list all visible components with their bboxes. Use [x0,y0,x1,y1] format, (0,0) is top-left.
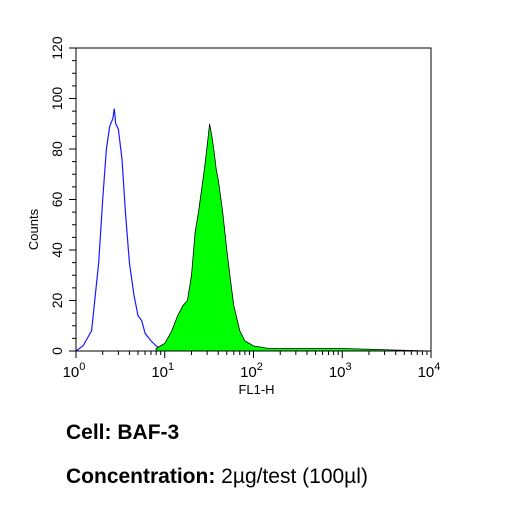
concentration-caption-label: Concentration: [66,465,216,488]
x-tick-label: 101 [151,361,174,381]
y-tick-label: 120 [49,36,65,60]
y-tick-label: 0 [49,347,65,355]
y-tick-label: 80 [49,141,65,157]
y-tick-label: 60 [49,192,65,208]
x-tick-label: 102 [240,361,263,381]
x-tick-exponent: 3 [346,361,352,373]
x-tick-exponent: 1 [168,361,174,373]
plot-area-frame [75,47,432,352]
series-1-outline-histogram [75,108,166,352]
x-tick-exponent: 0 [79,361,85,373]
concentration-caption-value: 2µg/test (100µl) [221,465,368,488]
x-tick-label: 103 [329,361,352,381]
cell-caption-label: Cell: [66,421,112,444]
x-tick-exponent: 2 [257,361,263,373]
y-tick-label: 20 [49,293,65,309]
plot-series [75,108,432,352]
cell-caption-value: BAF-3 [117,421,180,444]
y-tick-label: 40 [49,242,65,258]
y-tick-label: 100 [49,87,65,111]
x-tick-label: 100 [63,361,86,381]
cell-caption: Cell: BAF-3 [66,421,179,445]
concentration-caption: Concentration: 2µg/test (100µl) [66,465,368,489]
y-axis-title: Counts [26,208,41,250]
x-axis-title: FL1-H [238,382,274,397]
x-tick-exponent: 4 [434,361,440,373]
x-tick-label: 104 [418,361,441,381]
series-2-filled-histogram [155,123,432,352]
